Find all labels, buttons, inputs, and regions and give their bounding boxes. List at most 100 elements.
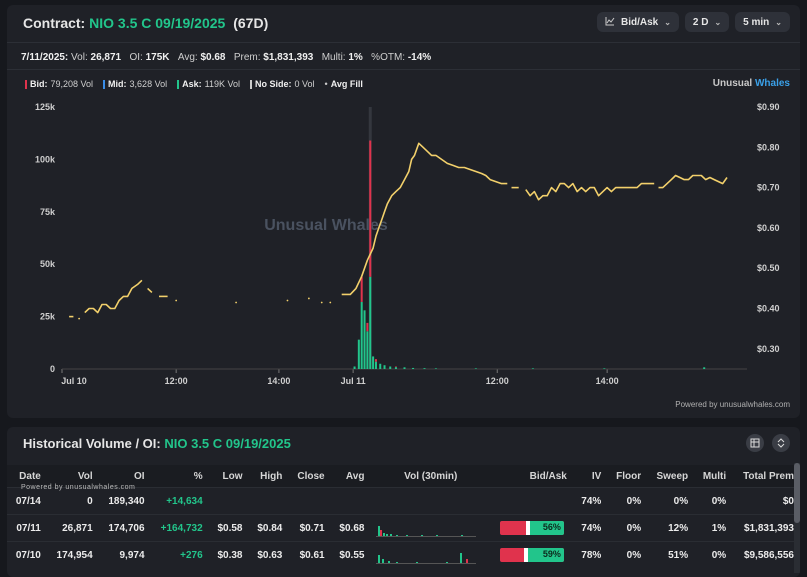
- contract-symbol[interactable]: NIO 3.5 C 09/19/2025: [89, 15, 226, 31]
- column-header[interactable]: Low: [208, 465, 249, 488]
- interval-dropdown[interactable]: 5 min ⌄: [735, 12, 790, 32]
- vol-label: Vol:: [71, 52, 88, 63]
- column-header[interactable]: Bid/Ask: [491, 465, 573, 488]
- mini-volume-bar: [378, 525, 381, 536]
- column-header[interactable]: Floor: [607, 465, 648, 488]
- ask-volume-bar: [366, 331, 369, 369]
- table-cell: 07/11: [7, 514, 47, 542]
- y-left-tick-label: 100k: [35, 154, 56, 164]
- column-header[interactable]: OI: [98, 465, 151, 488]
- column-header[interactable]: IV: [572, 465, 608, 488]
- ask-volume-bar: [434, 368, 437, 369]
- chart-canvas[interactable]: Unusual Whales 0 25k 50k 75k 100k 125k $0.30 $0.…: [7, 5, 800, 418]
- column-header[interactable]: Vol (30min): [370, 465, 492, 488]
- bid-volume-bar: [394, 366, 397, 368]
- column-header[interactable]: Avg: [330, 465, 371, 488]
- prem-label: Prem:: [233, 52, 261, 63]
- table-cell: 26,871: [46, 514, 99, 542]
- stats-date: 7/11/2025:: [21, 52, 69, 63]
- scrollbar[interactable]: [794, 463, 800, 573]
- x-tick-label: 14:00: [267, 376, 290, 386]
- multi-label: Multi:: [321, 52, 346, 63]
- table-cell: 74%: [572, 514, 608, 542]
- ask-volume-bar: [603, 368, 606, 369]
- table-cell: 51%: [647, 541, 695, 568]
- table-cell: 1%: [694, 514, 733, 542]
- column-header[interactable]: Sweep: [647, 465, 695, 488]
- powered-by: Powered by unusualwhales.com: [675, 400, 790, 409]
- y-right-tick-label: $0.30: [757, 344, 780, 354]
- mid-marker: [524, 548, 529, 562]
- historical-contract[interactable]: NIO 3.5 C 09/19/2025: [164, 436, 291, 451]
- bid-ask-bar: 56%: [499, 521, 564, 535]
- legend-avg-fill[interactable]: • Avg Fill: [324, 79, 363, 89]
- oi-value: 175K: [145, 52, 170, 63]
- table-cell: 74%: [572, 487, 608, 515]
- ask-volume-bar: [412, 367, 415, 369]
- y-right-tick-label: $0.40: [757, 304, 780, 314]
- avg-fill-line: [525, 182, 655, 201]
- column-header[interactable]: Multi: [694, 465, 733, 488]
- ask-volume-bar: [703, 367, 706, 369]
- column-header[interactable]: High: [248, 465, 289, 488]
- table-cell: [491, 487, 573, 515]
- ask-fill: [528, 521, 564, 535]
- table-cell: 0%: [607, 514, 648, 542]
- mini-volume-bar: [461, 534, 464, 536]
- ask-volume-bar: [403, 367, 406, 369]
- mini-volume-bar: [390, 533, 393, 536]
- contract-label: Contract:: [23, 15, 86, 31]
- avg-fill-point: [286, 299, 289, 302]
- table-powered-by: Powered by unusualwhales.com: [21, 484, 136, 491]
- chart-legend: Bid: 79,208 Vol Mid: 3,628 Vol Ask: 119K Vo…: [25, 79, 363, 89]
- table-cell: [330, 487, 371, 515]
- table-cell: $0.63: [248, 541, 289, 568]
- expand-icon[interactable]: [772, 434, 790, 452]
- mini-volume-bar: [406, 534, 409, 536]
- column-header[interactable]: Date: [7, 465, 47, 488]
- legend-ask[interactable]: Ask: 119K Vol: [177, 79, 240, 89]
- bid-ask-dropdown[interactable]: Bid/Ask ⌄: [596, 12, 679, 32]
- otm-value: -14%: [407, 52, 432, 63]
- range-label: 2 D: [692, 16, 709, 28]
- header-divider: [7, 42, 800, 43]
- avg-fill-point: [329, 301, 332, 304]
- bid-volume-bar: [360, 276, 363, 302]
- y-left-tick-label: 75k: [40, 207, 56, 217]
- chart-panel: Contract: NIO 3.5 C 09/19/2025 (67D) Bid…: [7, 5, 800, 418]
- mini-volume-bar: [383, 532, 386, 536]
- legend-no-side[interactable]: No Side: 0 Vol: [249, 79, 315, 89]
- table-cell: [370, 487, 492, 515]
- table-cell: [208, 487, 249, 515]
- column-header[interactable]: Vol: [46, 465, 99, 488]
- avg-fill-line: [658, 174, 728, 189]
- table-cell: +276: [150, 541, 209, 568]
- y-left-tick-label: 25k: [40, 312, 56, 322]
- table-cell: $0.61: [288, 541, 331, 568]
- table-body: 07/14 0 189,340 +14,634 74% 0% 0% 0% $0 07/11 26,8…: [7, 487, 800, 568]
- mid-marker: [526, 521, 531, 535]
- range-dropdown[interactable]: 2 D ⌄: [684, 12, 730, 32]
- ask-volume-bar: [383, 365, 386, 369]
- mini-volume-bar: [436, 534, 439, 536]
- column-header[interactable]: Total Prem: [732, 465, 800, 488]
- table-row[interactable]: 07/10 174,954 9,974 +276 $0.38 $0.63 $0.61 $0.5…: [7, 541, 800, 568]
- scrollbar-thumb[interactable]: [794, 463, 800, 523]
- x-tick-label: 12:00: [486, 376, 509, 386]
- table-row[interactable]: 07/11 26,871 174,706 +164,732 $0.58 $0.84 $0.7…: [7, 514, 800, 542]
- column-header[interactable]: Close: [288, 465, 331, 488]
- table-row[interactable]: 07/14 0 189,340 +14,634 74% 0% 0% 0% $0: [7, 487, 800, 515]
- vol-value: 26,871: [90, 52, 122, 63]
- prem-value: $1,831,393: [263, 52, 314, 63]
- legend-bid[interactable]: Bid: 79,208 Vol: [25, 79, 93, 89]
- historical-title: Historical Volume / OI: NIO 3.5 C 09/19/…: [23, 436, 291, 451]
- chevron-down-icon: ⌄: [714, 17, 722, 27]
- column-header[interactable]: %: [150, 465, 209, 488]
- otm-label: %OTM:: [371, 52, 406, 63]
- avg-fill-point: [235, 301, 238, 304]
- y-right-tick-label: $0.90: [757, 102, 780, 112]
- legend-mid[interactable]: Mid: 3,628 Vol: [103, 79, 167, 89]
- columns-icon[interactable]: [746, 434, 764, 452]
- table-cell: 0%: [694, 487, 733, 515]
- mini-volume-bar: [388, 560, 391, 563]
